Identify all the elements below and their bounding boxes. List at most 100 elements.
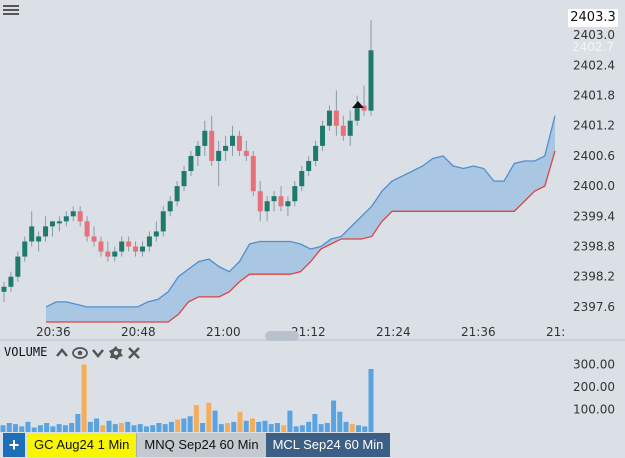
candle-body	[77, 211, 83, 222]
candle-body	[181, 171, 187, 187]
time-tick-label: 21:12	[291, 325, 326, 339]
volume-panel-title: VOLUME	[4, 345, 48, 359]
volume-bar	[356, 425, 362, 432]
eye-icon[interactable]	[72, 345, 88, 361]
candle-body	[133, 246, 139, 252]
volume-bar	[44, 423, 50, 432]
add-tab-button[interactable]: +	[3, 433, 25, 457]
volume-bar	[274, 423, 280, 432]
candle-body	[160, 211, 166, 232]
price-tick-label: 2397.6	[573, 300, 615, 314]
candle-body	[22, 241, 28, 257]
time-axis[interactable]: 20:36 20:48 21:00 21:12 21:24 21:36 21:	[36, 325, 565, 339]
candle-body	[271, 196, 277, 202]
volume-bar	[268, 424, 274, 432]
chevron-down-icon[interactable]	[90, 345, 106, 361]
close-icon[interactable]	[126, 345, 142, 361]
volume-bar	[62, 425, 68, 432]
volume-bar	[87, 421, 93, 432]
volume-bar	[293, 426, 299, 432]
panel-resize-handle[interactable]	[265, 331, 299, 341]
volume-bar	[243, 420, 249, 432]
volume-bar	[131, 425, 137, 432]
candle-body	[340, 125, 346, 136]
candle-body	[278, 196, 284, 207]
candle-body	[56, 221, 62, 224]
candle-body	[43, 226, 49, 237]
volume-axis: 300.00 200.00 100.00	[573, 358, 615, 417]
hamburger-menu-icon[interactable]	[3, 3, 19, 17]
time-tick-label: 20:36	[36, 325, 71, 339]
candle-body	[299, 171, 305, 187]
volume-bar	[168, 421, 174, 432]
tab-gc-aug24[interactable]: GC Aug24 1 Min	[27, 433, 137, 457]
price-tick-label: 2399.4	[573, 209, 615, 223]
candle-body	[146, 236, 152, 247]
candle-body	[361, 105, 367, 111]
volume-bar	[100, 425, 106, 432]
volume-bar	[19, 426, 25, 432]
candle-body	[49, 221, 55, 227]
current-price-label: 2403.3	[568, 9, 618, 27]
volume-bar	[69, 423, 75, 432]
candle-body	[209, 130, 215, 161]
price-tick-label: 2400.0	[573, 179, 615, 193]
volume-bar	[231, 421, 237, 432]
volume-bar	[156, 423, 162, 432]
volume-bar	[112, 424, 118, 432]
candle-body	[8, 276, 14, 287]
volume-bar	[81, 364, 87, 432]
trade-marker-icon	[352, 101, 364, 108]
volume-tick-label: 200.00	[573, 380, 615, 394]
volume-bars	[0, 364, 374, 432]
volume-bar	[119, 423, 125, 432]
volume-bar	[200, 423, 206, 432]
price-tick-label: 2398.2	[573, 270, 615, 284]
candle-body	[292, 186, 298, 202]
volume-bar	[162, 424, 168, 432]
ghost-price-label: 2402.7	[572, 40, 614, 54]
volume-bar	[181, 418, 187, 432]
candle-body	[285, 201, 291, 207]
tab-mnq-sep24[interactable]: MNQ Sep24 60 Min	[136, 433, 266, 457]
volume-bar	[150, 425, 156, 432]
candle-body	[112, 251, 118, 257]
candle-body	[313, 145, 319, 161]
volume-bar	[225, 423, 231, 432]
volume-bar	[237, 411, 243, 432]
candle-body	[202, 130, 208, 146]
candlestick-series	[1, 20, 374, 302]
gear-icon[interactable]	[108, 345, 124, 361]
volume-bar	[368, 369, 374, 432]
candle-body	[368, 50, 374, 111]
volume-bar	[218, 424, 224, 432]
volume-bar	[324, 423, 330, 432]
volume-bar	[206, 402, 212, 432]
chart-tab-bar: + GC Aug24 1 Min MNQ Sep24 60 Min MCL Se…	[0, 432, 625, 458]
price-axis[interactable]: 2403.0 2402.4 2401.8 2401.2 2400.6 2400.0 2399…	[573, 28, 615, 314]
price-tick-label: 2402.4	[573, 58, 615, 72]
candle-body	[333, 110, 339, 126]
volume-bar	[187, 416, 193, 432]
volume-bar	[6, 423, 12, 432]
volume-tick-label: 100.00	[573, 403, 615, 417]
candle-body	[236, 135, 242, 151]
candle-body	[36, 236, 42, 242]
candle-body	[91, 236, 97, 242]
candle-body	[306, 160, 312, 172]
cloud-fill	[46, 115, 555, 322]
price-tick-label: 2401.2	[573, 119, 615, 133]
price-tick-label: 2400.6	[573, 149, 615, 163]
candle-body	[126, 241, 132, 247]
time-tick-label: 20:48	[121, 325, 156, 339]
cloud-lower-line	[46, 150, 556, 323]
candle-body	[250, 155, 256, 192]
candle-body	[70, 211, 76, 217]
price-chart[interactable]: 2403.0 2402.4 2401.8 2401.2 2400.6 2400.0 2399…	[0, 0, 625, 432]
tab-mcl-sep24[interactable]: MCL Sep24 60 Min	[265, 433, 391, 457]
candle-body	[216, 150, 222, 161]
chevron-up-icon[interactable]	[54, 345, 70, 361]
time-tick-label: 21:00	[206, 325, 241, 339]
volume-bar	[56, 424, 62, 432]
volume-bar	[256, 421, 262, 432]
